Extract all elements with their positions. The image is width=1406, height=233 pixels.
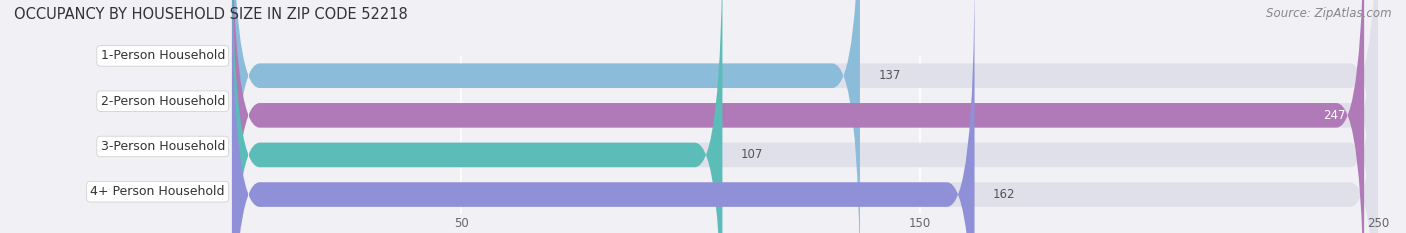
FancyBboxPatch shape: [232, 0, 1378, 233]
Text: 2-Person Household: 2-Person Household: [101, 95, 225, 108]
FancyBboxPatch shape: [232, 0, 723, 233]
Text: 247: 247: [1323, 109, 1346, 122]
FancyBboxPatch shape: [232, 0, 1378, 233]
Text: 162: 162: [993, 188, 1015, 201]
FancyBboxPatch shape: [232, 0, 1378, 233]
Text: 3-Person Household: 3-Person Household: [101, 140, 225, 153]
FancyBboxPatch shape: [232, 0, 860, 233]
FancyBboxPatch shape: [232, 0, 1364, 233]
Text: Source: ZipAtlas.com: Source: ZipAtlas.com: [1267, 7, 1392, 20]
Text: 137: 137: [879, 69, 901, 82]
FancyBboxPatch shape: [232, 0, 974, 233]
Text: OCCUPANCY BY HOUSEHOLD SIZE IN ZIP CODE 52218: OCCUPANCY BY HOUSEHOLD SIZE IN ZIP CODE …: [14, 7, 408, 22]
Text: 1-Person Household: 1-Person Household: [101, 49, 225, 62]
Text: 107: 107: [741, 148, 763, 161]
FancyBboxPatch shape: [232, 0, 1378, 233]
Text: 4+ Person Household: 4+ Person Household: [90, 185, 225, 198]
